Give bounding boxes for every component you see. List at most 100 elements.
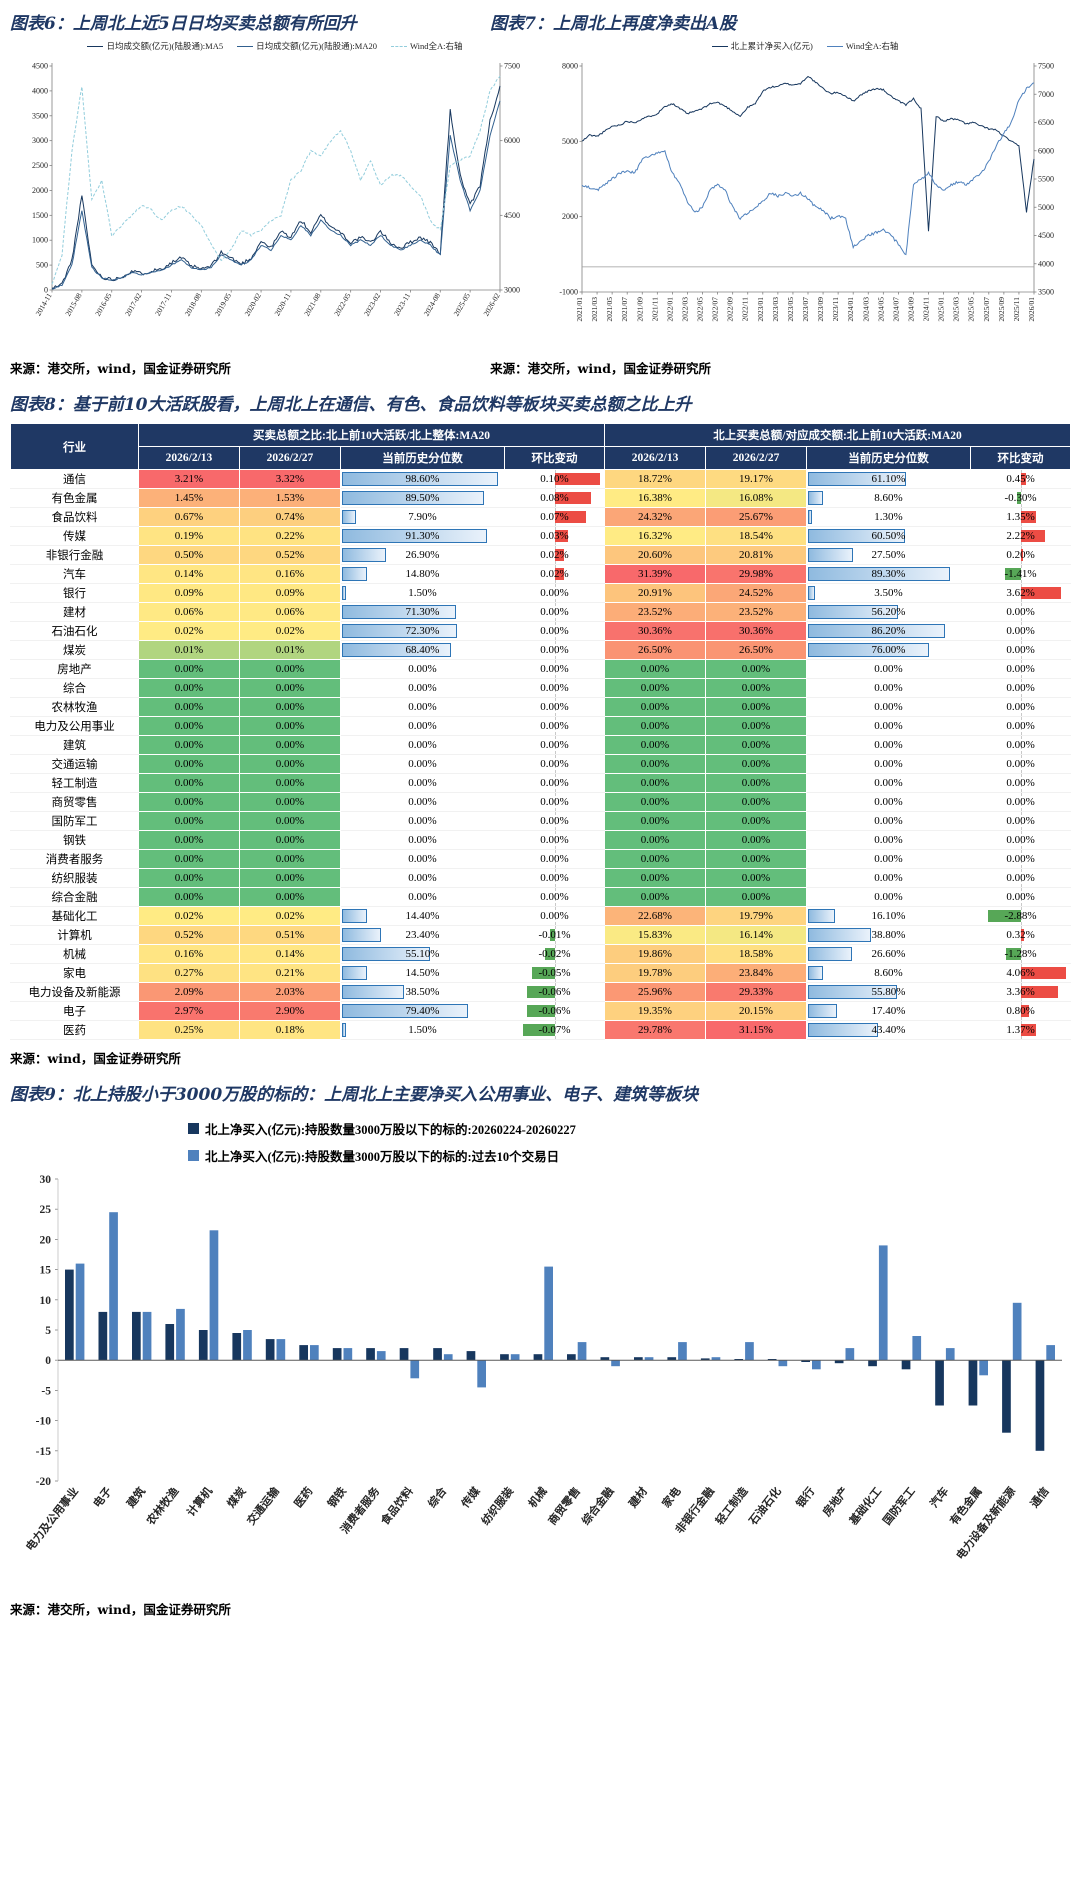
svg-text:2023/01: 2023/01 <box>756 297 765 322</box>
cell-industry: 国防军工 <box>10 811 139 831</box>
cell-value-heatmap: 22.68% <box>604 906 707 926</box>
data-bar <box>342 605 456 619</box>
cell-value-heatmap: 0.00% <box>705 659 808 679</box>
cell-change: 0.00% <box>503 906 606 926</box>
top-titles-row: 图表6：上周北上近5日日均买卖总额有所回升 图表7：上周北上再度净卖出A股 <box>10 12 1070 36</box>
cell-industry: 轻工制造 <box>10 773 139 793</box>
axis-line <box>554 1002 556 1020</box>
cell-percentile: 0.00% <box>806 792 972 812</box>
cell-change: 0.02% <box>503 545 606 565</box>
cell-change: 0.00% <box>503 735 606 755</box>
cell-change: 0.00% <box>970 811 1072 831</box>
positive-change-bar <box>1020 473 1026 485</box>
cell-percentile: 17.40% <box>806 1001 972 1021</box>
cell-percentile: 0.00% <box>340 830 505 850</box>
cell-value-heatmap: 0.00% <box>705 849 808 869</box>
svg-text:医药: 医药 <box>291 1484 316 1510</box>
cell-value-heatmap: 0.00% <box>705 716 808 736</box>
svg-text:4500: 4500 <box>32 62 48 71</box>
svg-text:2025/07: 2025/07 <box>982 297 991 322</box>
cell-percentile: 60.50% <box>806 526 972 546</box>
svg-text:2000: 2000 <box>562 212 578 221</box>
svg-text:0: 0 <box>45 1355 51 1367</box>
cell-industry: 医药 <box>10 1020 139 1040</box>
axis-line <box>554 926 556 944</box>
table-row: 房地产 0.00% 0.00% 0.00% 0.00% 0.00% 0.00% 0.00% 0.… <box>10 659 1072 679</box>
svg-text:5000: 5000 <box>1038 203 1054 212</box>
svg-text:3500: 3500 <box>1038 288 1054 297</box>
cell-value-heatmap: 16.14% <box>705 925 808 945</box>
svg-text:国防军工: 国防军工 <box>880 1484 918 1527</box>
cell-value-heatmap: 0.00% <box>705 811 808 831</box>
svg-text:2022/07: 2022/07 <box>711 297 720 322</box>
svg-text:10: 10 <box>40 1295 52 1307</box>
cell-value-heatmap: 0.00% <box>138 887 240 907</box>
svg-text:2024-08: 2024-08 <box>422 291 442 317</box>
svg-text:2021/11: 2021/11 <box>650 297 659 322</box>
cell-percentile: 71.30% <box>340 602 505 622</box>
negative-change-bar <box>1017 492 1021 504</box>
cell-percentile: 43.40% <box>806 1020 972 1040</box>
svg-text:计算机: 计算机 <box>184 1484 215 1519</box>
axis-line <box>554 774 556 792</box>
negative-change-bar <box>531 967 555 979</box>
cell-change: 0.00% <box>503 773 606 793</box>
svg-text:2014-11: 2014-11 <box>34 291 54 317</box>
top-charts-row: 日均成交额(亿元)(陆股通):MA5 日均成交额(亿元)(陆股通):MA20 Win… <box>10 40 1070 356</box>
legend-label: 北上净买入(亿元):持股数量3000万股以下的标的:20260224-20260… <box>205 1123 576 1137</box>
cell-industry: 通信 <box>10 469 139 489</box>
cell-industry: 食品饮料 <box>10 507 139 527</box>
svg-text:2022/11: 2022/11 <box>741 297 750 322</box>
legend-item: 日均成交额(亿元)(陆股通):MA20 <box>237 40 377 52</box>
dashed-line-swatch-icon <box>390 45 407 47</box>
cell-change: 0.00% <box>970 792 1072 812</box>
group-header: 买卖总额之比:北上前10大活跃/北上整体:MA20 <box>137 423 606 447</box>
legend-item: Wind全A:右轴 <box>826 40 898 52</box>
positive-change-bar <box>1020 549 1023 561</box>
svg-text:30: 30 <box>40 1174 52 1186</box>
cell-value-heatmap: 2.90% <box>239 1001 341 1021</box>
table-row: 农林牧渔 0.00% 0.00% 0.00% 0.00% 0.00% 0.00% 0.00% 0… <box>10 697 1072 717</box>
column-header: 环比变动 <box>970 446 1072 470</box>
svg-text:2025/09: 2025/09 <box>997 297 1006 322</box>
cell-percentile: 14.50% <box>340 963 505 983</box>
cell-industry: 电力设备及新能源 <box>10 982 139 1002</box>
negative-change-bar <box>549 929 555 941</box>
cell-change: 0.80% <box>970 1001 1072 1021</box>
figure7-source: 来源：港交所，wind，国金证券研究所 <box>490 361 712 376</box>
cell-industry: 纺织服装 <box>10 868 139 888</box>
positive-change-bar <box>1020 1005 1030 1017</box>
axis-line <box>554 679 556 697</box>
cell-percentile: 0.00% <box>806 697 972 717</box>
cell-change: 0.07% <box>503 507 606 527</box>
cell-percentile: 14.80% <box>340 564 505 584</box>
cell-percentile: 1.30% <box>806 507 972 527</box>
svg-text:2016-05: 2016-05 <box>93 291 113 317</box>
negative-change-bar <box>988 910 1021 922</box>
cell-value-heatmap: 0.00% <box>604 678 707 698</box>
svg-text:2024/01: 2024/01 <box>846 297 855 322</box>
figure9-source: 来源：港交所，wind，国金证券研究所 <box>10 1602 231 1617</box>
svg-text:2025/11: 2025/11 <box>1012 297 1021 322</box>
svg-text:3500: 3500 <box>32 111 48 120</box>
cell-change: 0.00% <box>503 792 606 812</box>
svg-text:综合金融: 综合金融 <box>578 1484 616 1527</box>
negative-change-bar <box>1006 948 1021 960</box>
cell-percentile: 3.50% <box>806 583 972 603</box>
cell-change: 3.62% <box>970 583 1072 603</box>
cell-value-heatmap: 2.09% <box>138 982 240 1002</box>
cell-percentile: 0.00% <box>340 754 505 774</box>
svg-text:8000: 8000 <box>562 62 578 71</box>
cell-value-heatmap: 0.00% <box>138 754 240 774</box>
svg-text:-5: -5 <box>41 1385 51 1397</box>
cell-change: -0.30% <box>970 488 1072 508</box>
cell-value-heatmap: 0.00% <box>604 830 707 850</box>
svg-text:3000: 3000 <box>32 136 48 145</box>
cell-change: 0.00% <box>970 640 1072 660</box>
cell-value-heatmap: 0.52% <box>239 545 341 565</box>
cell-value-heatmap: 0.02% <box>239 621 341 641</box>
cell-percentile: 23.40% <box>340 925 505 945</box>
cell-value-heatmap: 0.00% <box>705 735 808 755</box>
svg-text:商贸零售: 商贸零售 <box>545 1484 583 1527</box>
svg-text:煤炭: 煤炭 <box>224 1484 249 1510</box>
